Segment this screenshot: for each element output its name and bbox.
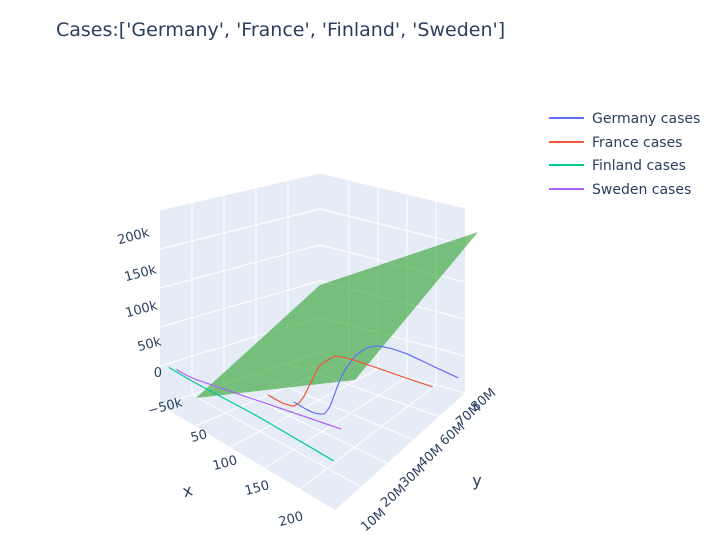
legend-item-france[interactable]: France cases [549,135,682,151]
series-line-finland [168,366,334,462]
legend-item-germany[interactable]: Germany cases [549,111,700,127]
grid-line [191,394,362,488]
scene-3d[interactable]: 200k 150k 100k 50k 0 −50k 50 100 150 200… [116,172,499,535]
legend-label: Finland cases [592,158,686,174]
series-line-germany [293,345,459,415]
x-ticks: 50 100 150 200 x [181,427,305,530]
grid-line [319,208,466,246]
grid-line [159,172,321,211]
x-tick-label: 200 [277,509,305,530]
z-tick-label: 0 [154,366,162,381]
surface-plane [196,232,478,398]
grid-line [319,172,466,209]
x-tick-label: 50 [189,427,209,446]
series-line-france [267,355,433,407]
legend-label: Sweden cases [592,182,691,198]
grid-line [159,280,321,328]
legend[interactable]: Germany cases France cases Finland cases… [549,111,700,198]
series-line-sweden [176,368,342,430]
grid-line [159,244,321,289]
y-axis-title: y [472,471,481,490]
z-tick-label: 50k [136,334,164,355]
legend-item-finland[interactable]: Finland cases [549,158,686,174]
x-tick-label: 100 [211,453,239,474]
legend-label: France cases [592,135,682,151]
grid-line [264,376,408,469]
chart-title: Cases:['Germany', 'France', 'Finland', '… [56,19,505,41]
legend-label: Germany cases [592,111,700,127]
legend-item-sweden[interactable]: Sweden cases [549,182,691,198]
x-tick-label: 150 [243,478,271,499]
grid-line [223,383,388,464]
grid-line [299,384,437,490]
grid-line [159,208,321,250]
